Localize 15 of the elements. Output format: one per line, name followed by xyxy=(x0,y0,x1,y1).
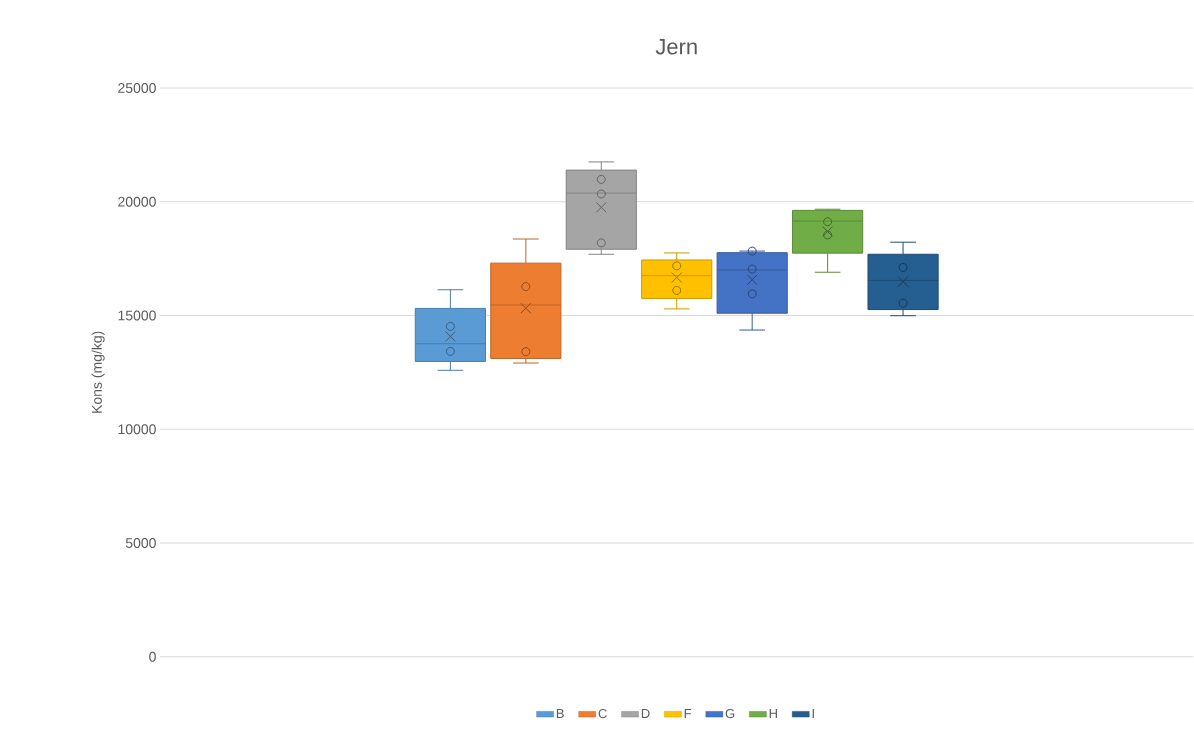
legend-label: F xyxy=(684,709,692,719)
y-tick-label: 0 xyxy=(149,651,156,662)
y-tick-label: 20000 xyxy=(118,196,156,207)
legend-label: C xyxy=(598,709,607,719)
y-tick-label: 15000 xyxy=(118,310,156,321)
legend-label: B xyxy=(556,709,564,719)
y-tick-label: 25000 xyxy=(118,83,156,94)
chart-title: Jern xyxy=(655,39,697,55)
legend-label: I xyxy=(812,709,814,719)
y-tick-label: 10000 xyxy=(118,424,156,435)
legend-label: D xyxy=(641,709,650,719)
y-axis-title: Kons (mg/kg) xyxy=(91,331,105,413)
legend-label: G xyxy=(725,709,735,719)
y-tick-label: 5000 xyxy=(125,538,156,549)
legend-label: H xyxy=(769,709,777,719)
